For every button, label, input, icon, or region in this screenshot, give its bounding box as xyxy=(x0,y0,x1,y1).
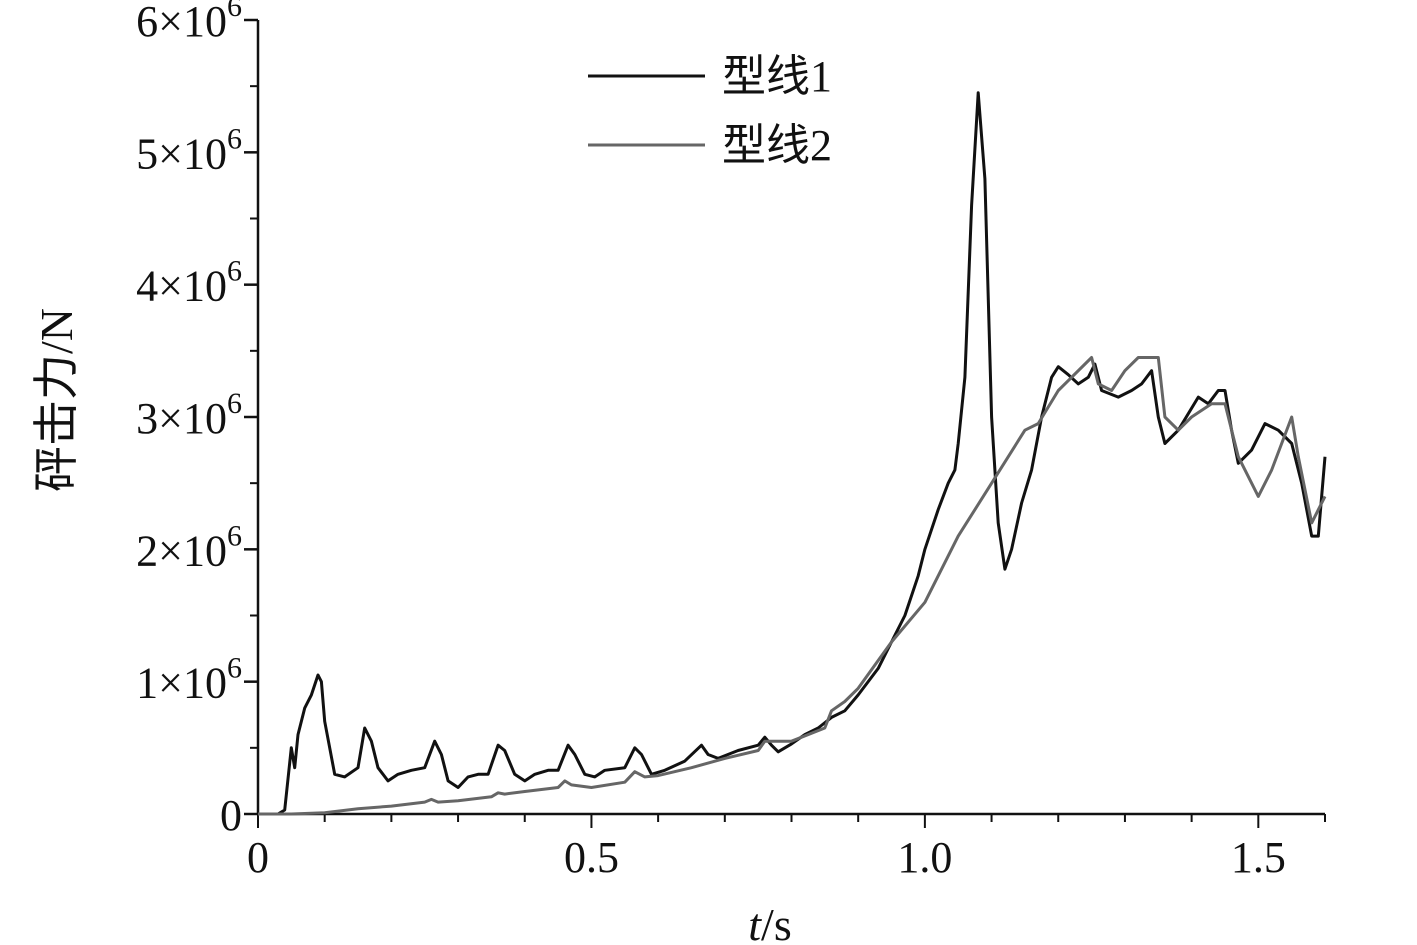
x-tick-label: 1.5 xyxy=(1231,833,1286,882)
x-axis-title: t/s xyxy=(748,899,791,945)
x-tick-label: 1.0 xyxy=(897,833,952,882)
plot-area: 0 1×106 2×106 3×106 4×106 5×106 6×106 0 0.5 1.0 1… xyxy=(136,0,1327,882)
y-axis-title: 砰击力/N xyxy=(31,308,82,492)
x-axis-title-var: t xyxy=(748,899,762,945)
y-tick-label: 5×106 xyxy=(136,122,242,178)
svg-text:t/s: t/s xyxy=(748,899,791,945)
y-tick-label: 1×106 xyxy=(136,652,242,708)
series-line-2 xyxy=(258,356,1327,816)
legend-label-series-2: 型线2 xyxy=(722,121,832,170)
legend: 型线1 型线2 xyxy=(588,52,832,170)
series-layer xyxy=(258,91,1327,816)
x-tick-label: 0.5 xyxy=(564,833,619,882)
y-tick-label: 3×106 xyxy=(136,387,242,443)
y-tick-label: 4×106 xyxy=(136,255,242,311)
x-axis-title-unit: /s xyxy=(761,899,792,945)
y-tick-label: 2×106 xyxy=(136,519,242,575)
x-axis-ticks: 0 0.5 1.0 1.5 xyxy=(247,814,1326,882)
x-tick-label: 0 xyxy=(247,833,269,882)
legend-label-series-1: 型线1 xyxy=(722,52,832,101)
y-tick-label: 0 xyxy=(220,791,242,840)
series-line-1 xyxy=(258,91,1327,816)
y-tick-label: 6×106 xyxy=(136,0,242,46)
y-axis-ticks: 0 1×106 2×106 3×106 4×106 5×106 6×106 xyxy=(136,0,258,840)
